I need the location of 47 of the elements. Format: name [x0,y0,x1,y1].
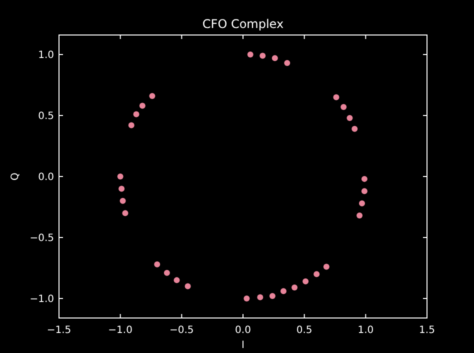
point [333,94,340,100]
point [164,270,170,276]
y-tick-label: 1.0 [38,50,54,62]
y-tick-label: 0.5 [38,111,54,122]
point [120,198,126,204]
point [361,188,368,194]
point [346,114,353,121]
point [154,261,160,268]
x-tick-label: 0.0 [235,325,251,336]
y-tick-label: −0.5 [30,232,54,244]
y-tick-label: 0.0 [38,172,54,183]
y-axis-title: Q [10,172,21,180]
x-tick-label: 1.0 [358,325,374,336]
point [340,104,347,110]
x-axis-title: I [242,340,244,351]
point [184,283,191,290]
x-tick-label: −1.5 [46,325,72,336]
point [118,186,125,192]
point [284,60,290,66]
point [356,212,363,219]
point [358,200,365,206]
x-tick-label: 0.5 [296,325,312,336]
point [352,126,358,132]
chart-title: CFO Complex [202,17,284,31]
x-tick-label: 1.5 [419,325,435,336]
point [302,278,309,284]
point [128,122,134,128]
point [323,264,330,270]
point [244,295,250,302]
point [260,52,266,59]
point [280,288,286,294]
x-tick-label: −1.0 [108,325,132,336]
x-tick-label: −0.5 [170,325,194,336]
point [269,293,276,300]
y-tick-label: −1.0 [30,294,54,305]
point [272,55,278,62]
point [292,284,298,291]
point [149,92,156,99]
point [122,210,128,216]
point [139,102,146,109]
point [117,174,124,180]
point [314,271,320,278]
point [247,52,254,58]
point [133,111,140,118]
point [257,294,264,300]
point [174,277,180,284]
point [361,176,368,182]
